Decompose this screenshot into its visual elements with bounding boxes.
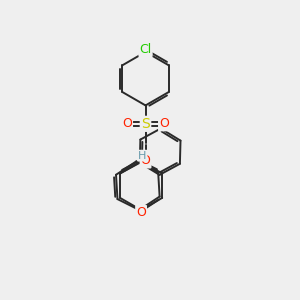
Text: O: O <box>159 117 169 130</box>
Text: H: H <box>138 151 146 160</box>
Text: Cl: Cl <box>140 43 152 56</box>
Text: O: O <box>122 117 132 130</box>
Text: O: O <box>136 206 146 219</box>
Text: S: S <box>141 117 150 131</box>
Text: O: O <box>141 154 151 167</box>
